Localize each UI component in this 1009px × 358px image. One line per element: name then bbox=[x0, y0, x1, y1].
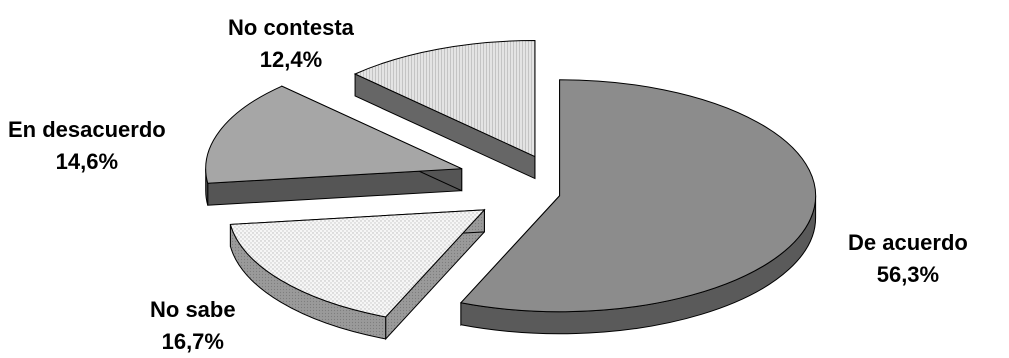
slice-top-no-sabe bbox=[229, 209, 486, 318]
slice-top-de-acuerdo bbox=[459, 79, 817, 313]
slice-percent: 56,3% bbox=[876, 262, 940, 287]
slice-percent: 14,6% bbox=[55, 149, 119, 174]
slice-label-no-contesta: No contesta 12,4% bbox=[228, 12, 354, 76]
slice-name: No contesta bbox=[228, 15, 354, 40]
slice-label-en-desacuerdo: En desacuerdo 14,6% bbox=[8, 114, 166, 178]
slice-top-no-contesta bbox=[353, 40, 536, 158]
pie-slice-de-acuerdo bbox=[459, 79, 817, 335]
slice-percent: 16,7% bbox=[161, 329, 224, 354]
slice-top-en-desacuerdo bbox=[205, 85, 462, 184]
slice-percent: 12,4% bbox=[259, 47, 323, 72]
slice-name: En desacuerdo bbox=[8, 117, 166, 142]
slice-name: No sabe bbox=[150, 297, 236, 322]
slice-name: De acuerdo bbox=[848, 230, 968, 255]
pie-slice-no-contesta bbox=[353, 40, 536, 180]
slice-label-de-acuerdo: De acuerdo 56,3% bbox=[848, 227, 968, 291]
slice-label-no-sabe: No sabe 16,7% bbox=[150, 294, 236, 358]
pie-slice-en-desacuerdo bbox=[205, 85, 463, 206]
pie-slice-no-sabe bbox=[229, 208, 486, 341]
